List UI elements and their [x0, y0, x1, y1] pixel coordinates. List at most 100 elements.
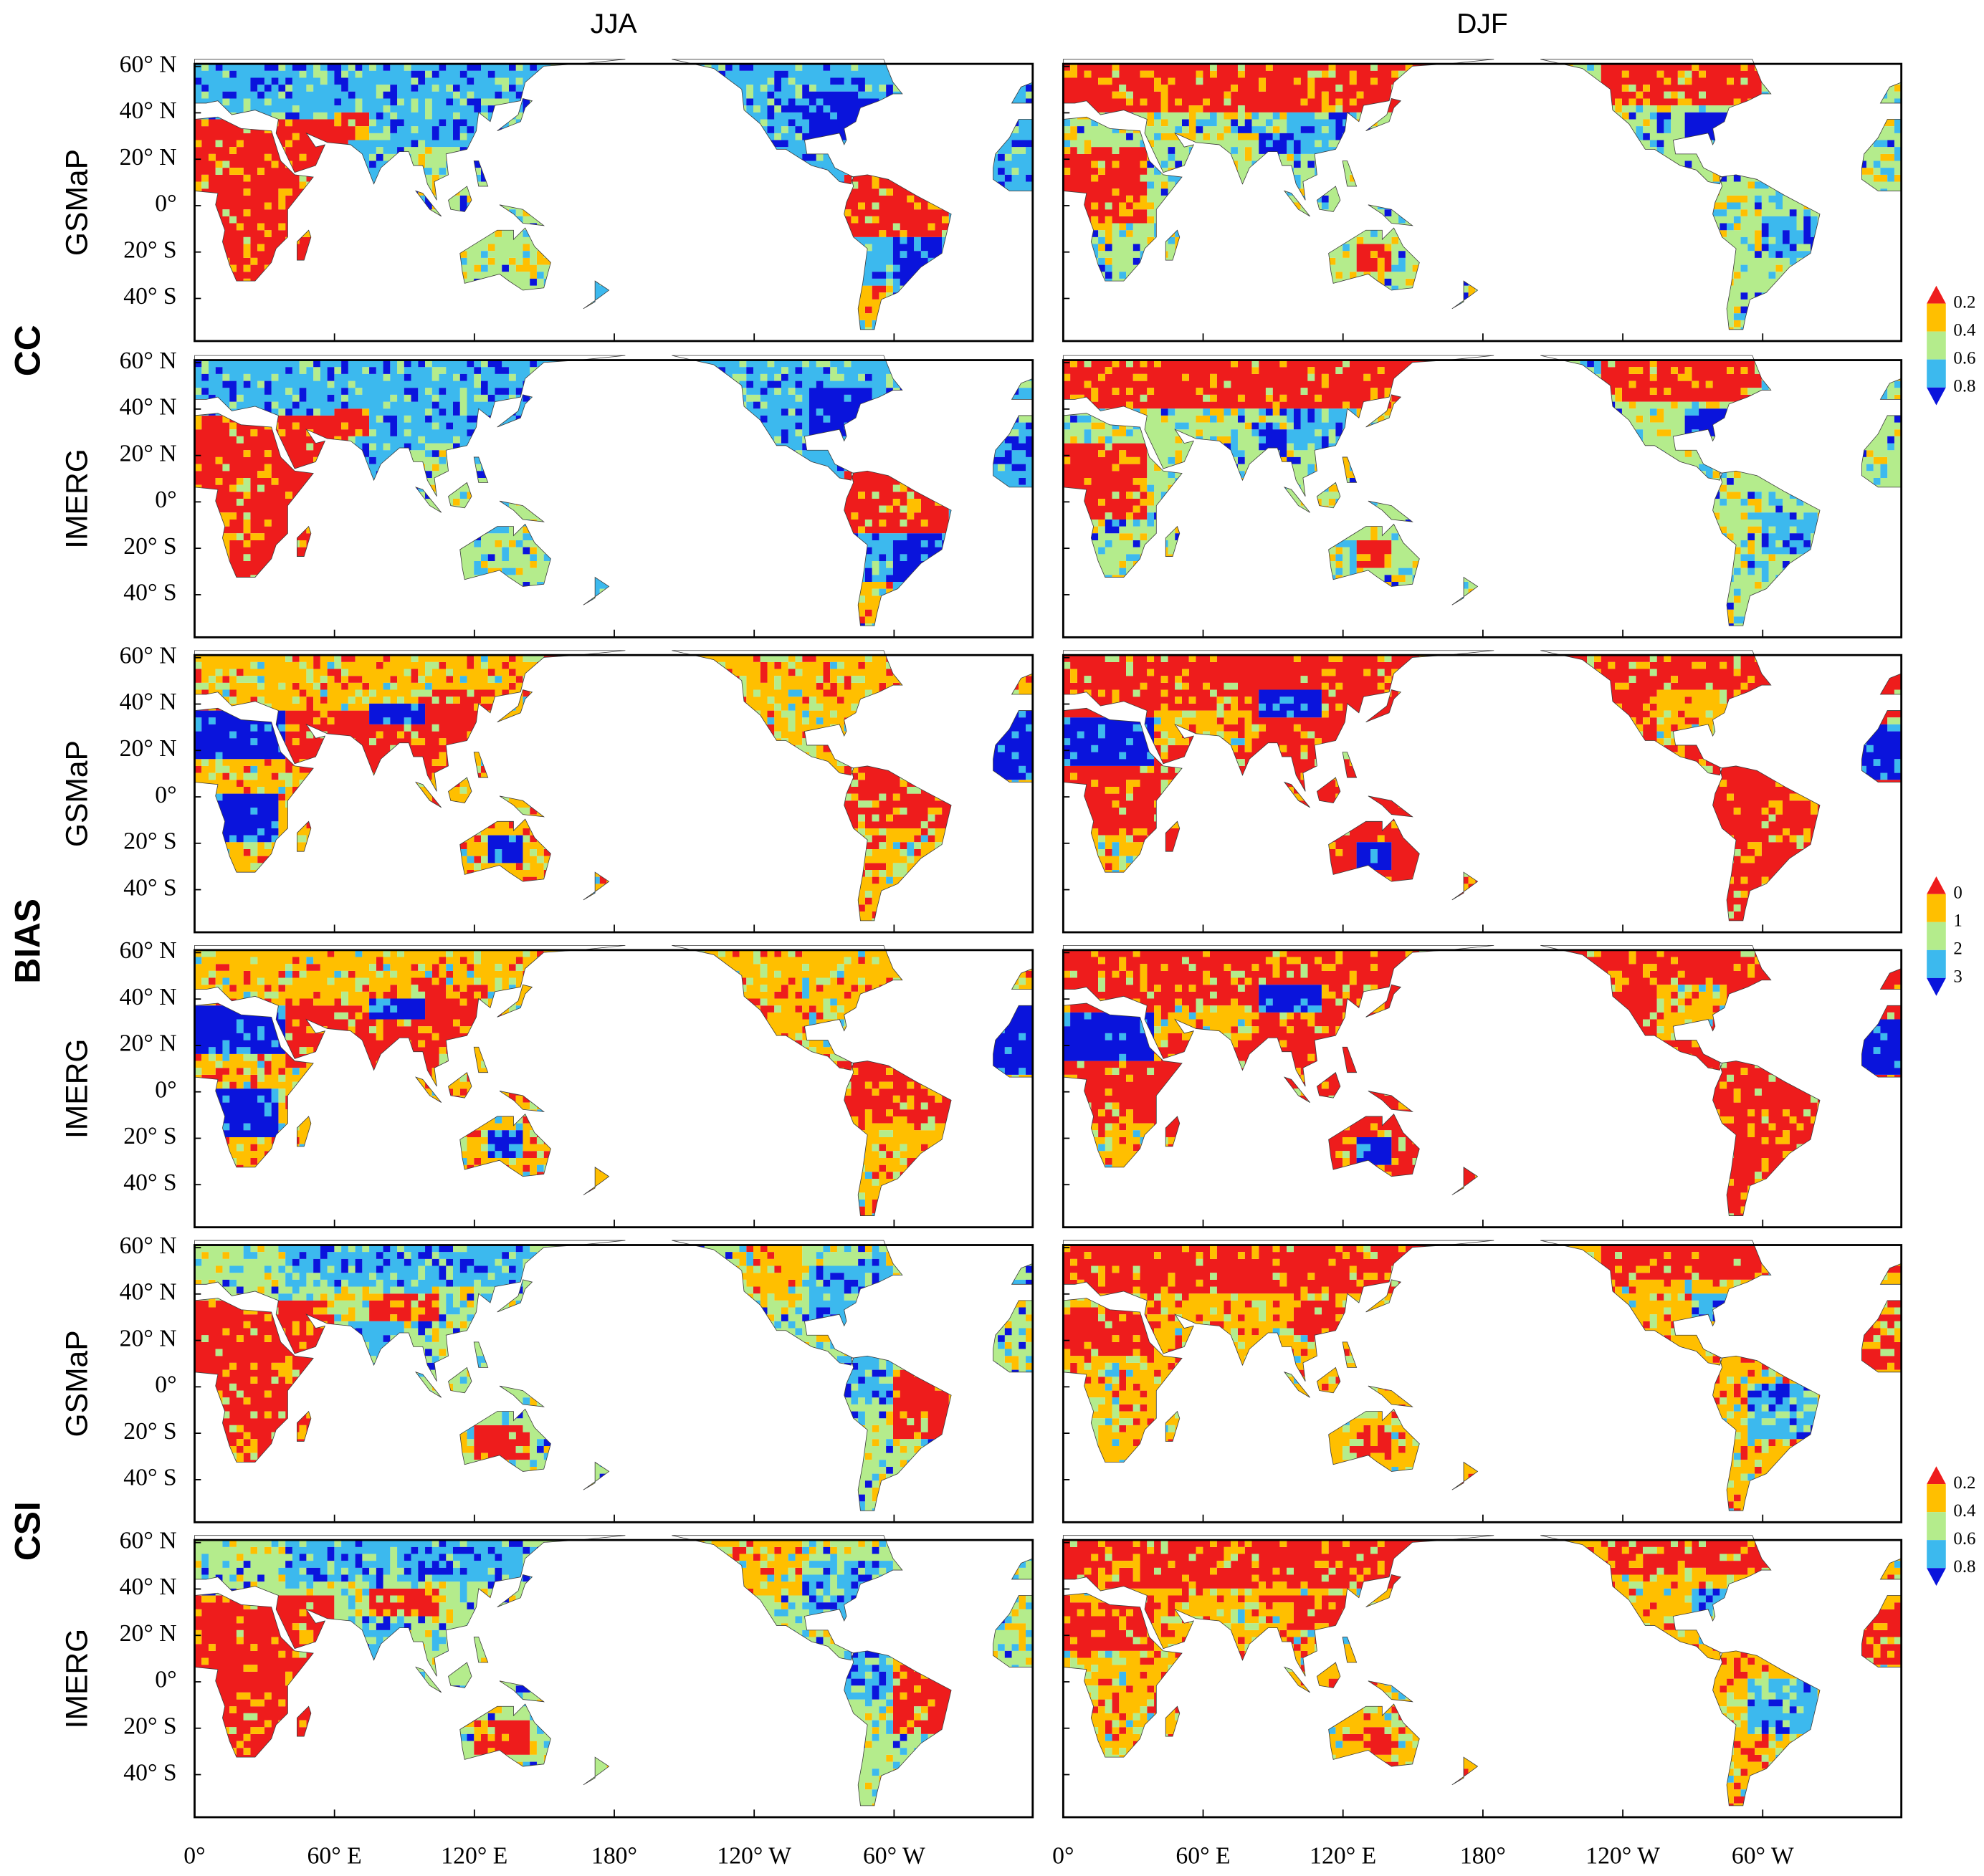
lat-tick-label: 60° N: [120, 1527, 177, 1554]
map-color-region: [1063, 655, 1902, 921]
colorbar: 0 1 2 3: [1927, 876, 1962, 996]
map-area: [194, 1240, 1032, 1522]
lat-tick-label: 20° N: [120, 1620, 177, 1647]
lat-tick-label: 0°: [155, 1667, 176, 1693]
row-label: IMERG: [59, 1038, 94, 1139]
map-panel: [1062, 59, 1903, 343]
column-header: JJA: [591, 9, 637, 39]
colorbar-segment: [1927, 387, 1946, 406]
lat-tick-label: 0°: [155, 487, 176, 513]
lat-tick-label: 20° S: [123, 1123, 176, 1149]
map-area: [1063, 355, 1901, 637]
lon-tick-label: 120° W: [717, 1842, 791, 1869]
map-cells: [194, 360, 1033, 626]
colorbar-segment: [1927, 303, 1946, 332]
lat-tick-label: 40° N: [120, 1279, 177, 1306]
lat-tick-label: 20° S: [123, 236, 176, 263]
lat-tick-label: 0°: [155, 782, 176, 808]
lon-tick-label: 120° E: [441, 1842, 507, 1869]
lon-tick-label: 60° W: [863, 1842, 925, 1869]
lat-tick-label: 40° S: [123, 580, 176, 606]
lat-tick-label: 20° S: [123, 1418, 176, 1445]
lat-tick-label: 40° S: [123, 1169, 176, 1196]
colorbar: 0.2 0.4 0.6 0.8: [1927, 1466, 1976, 1587]
lat-tick-label: 0°: [155, 191, 176, 217]
map-color-region: [1063, 949, 1902, 1216]
colorbar-tick-label: 0.6: [1953, 348, 1975, 368]
lat-tick-label: 20° N: [120, 735, 177, 762]
lat-tick-label: 40° N: [120, 689, 177, 715]
lon-tick-label: 120° W: [1585, 1842, 1660, 1869]
colorbar-segment: [1927, 359, 1946, 388]
map-cells: [194, 949, 1033, 1216]
row-label: GSMaP: [59, 740, 94, 847]
colorbar-segment: [1927, 1512, 1946, 1541]
map-area: [194, 1536, 1032, 1817]
lat-tick-label: 40° S: [123, 1465, 176, 1491]
colorbar-tick-label: 2: [1953, 939, 1962, 959]
map-panel: [1062, 1240, 1903, 1523]
map-color-region: [1699, 1588, 1811, 1734]
map-area: [1063, 1536, 1901, 1817]
map-color-region: [194, 949, 1033, 1216]
row-label: IMERG: [59, 449, 94, 549]
lat-tick-label: 60° N: [120, 348, 177, 374]
map-area: [1063, 59, 1901, 341]
map-panel: [194, 651, 1034, 934]
map-panel: [1062, 355, 1903, 638]
lat-tick-label: 20° S: [123, 533, 176, 560]
lat-tick-label: 60° N: [120, 1233, 177, 1259]
colorbar-segment: [1927, 894, 1946, 922]
map-color-region: [194, 703, 1033, 863]
lat-tick-label: 20° N: [120, 440, 177, 466]
colorbar-tick-label: 0.4: [1953, 1501, 1976, 1521]
map-cells: [194, 1245, 1033, 1511]
map-cells: [194, 64, 1033, 330]
map-area: [1063, 1240, 1901, 1522]
map-cells: [1063, 1540, 1902, 1806]
map-area: [194, 59, 1032, 341]
map-cells: [1063, 949, 1902, 1216]
metric-label: CC: [8, 325, 48, 376]
colorbar-segment: [1927, 977, 1946, 996]
map-panel: [194, 945, 1034, 1229]
lat-tick-label: 40° S: [123, 874, 176, 901]
row-label: IMERG: [59, 1629, 94, 1729]
colorbar-tick-label: 0.2: [1953, 292, 1975, 312]
lat-tick-label: 0°: [155, 1076, 176, 1103]
map-area: [194, 355, 1032, 637]
map-panel: [194, 1240, 1034, 1523]
map-panel: [194, 1536, 1034, 1819]
map-panel: [194, 355, 1034, 638]
colorbar-tick-label: 0.8: [1953, 376, 1975, 396]
colorbar-segment: [1927, 1540, 1946, 1569]
map-color-region: [194, 408, 949, 624]
map-panel: [1062, 651, 1903, 934]
map-cells: [1063, 64, 1902, 330]
map-panel: [194, 59, 1034, 343]
lat-tick-label: 20° S: [123, 1713, 176, 1739]
colorbar-segment: [1927, 876, 1946, 894]
map-color-region: [194, 1540, 963, 1762]
colorbar-tick-label: 0.6: [1953, 1529, 1975, 1549]
lon-tick-label: 60° E: [307, 1842, 362, 1869]
map-color-region: [194, 1245, 963, 1467]
lon-tick-label: 180°: [1460, 1842, 1506, 1869]
lon-tick-label: 120° E: [1310, 1842, 1376, 1869]
lon-tick-label: 180°: [591, 1842, 637, 1869]
map-area: [1063, 945, 1901, 1227]
map-color-region: [1692, 1300, 1818, 1440]
metric-label: CSI: [8, 1501, 48, 1561]
map-color-region: [194, 112, 949, 327]
lat-tick-label: 0°: [155, 1372, 176, 1398]
lat-tick-label: 60° N: [120, 642, 177, 669]
map-cells: [1063, 360, 1902, 626]
map-cells: [1063, 655, 1902, 921]
map-cells: [1063, 1245, 1902, 1511]
lat-tick-label: 60° N: [120, 937, 177, 964]
colorbar-tick-label: 0.4: [1953, 320, 1976, 340]
lat-tick-label: 40° N: [120, 97, 177, 124]
lon-tick-label: 60° E: [1175, 1842, 1230, 1869]
